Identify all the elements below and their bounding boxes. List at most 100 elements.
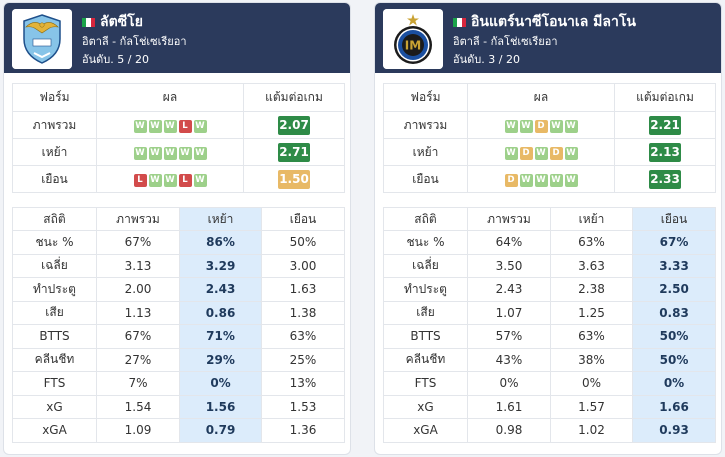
ppg-badge: 2.21 bbox=[649, 115, 681, 135]
stat-value: 57% bbox=[467, 324, 551, 349]
result-badge: W bbox=[133, 147, 147, 160]
result-badge: D bbox=[504, 174, 518, 187]
stat-value: 7% bbox=[96, 371, 180, 396]
stat-row: xGA 1.09 0.79 1.36 bbox=[12, 418, 345, 443]
form-row-label: เยือน bbox=[383, 165, 468, 193]
stat-value: 1.56 bbox=[179, 394, 262, 419]
stat-value: 0% bbox=[467, 371, 551, 396]
col-header-form: ฟอร์ม bbox=[12, 83, 97, 112]
form-row-label: ภาพรวม bbox=[12, 111, 97, 139]
stat-label: FTS bbox=[12, 371, 97, 396]
col-header-ppg: แต้มต่อเกม bbox=[243, 83, 345, 112]
svg-text:IM: IM bbox=[405, 39, 421, 53]
col-header-result: ผล bbox=[96, 83, 244, 112]
stat-value: 1.13 bbox=[96, 300, 180, 325]
col-header-overall: ภาพรวม bbox=[96, 207, 180, 231]
col-header-away: เยือน bbox=[261, 207, 345, 231]
stat-label: เฉลี่ย bbox=[12, 253, 97, 278]
stat-value: 1.07 bbox=[467, 300, 551, 325]
stat-value: 1.61 bbox=[467, 394, 551, 419]
ppg-badge: 2.71 bbox=[278, 142, 310, 162]
stat-value: 64% bbox=[467, 230, 551, 255]
stat-row: FTS 7% 0% 13% bbox=[12, 371, 345, 396]
stat-value: 25% bbox=[261, 347, 345, 372]
stat-value: 3.63 bbox=[550, 253, 633, 278]
stats-header-row: สถิติ ภาพรวม เหย้า เยือน bbox=[383, 207, 716, 231]
result-badge: W bbox=[193, 120, 207, 133]
stat-value: 3.33 bbox=[632, 253, 716, 278]
result-badge: W bbox=[193, 147, 207, 160]
stat-value: 1.09 bbox=[96, 418, 180, 443]
stat-value: 0.83 bbox=[632, 300, 716, 325]
form-row-label: เยือน bbox=[12, 165, 97, 193]
form-header-row: ฟอร์ม ผล แต้มต่อเกม bbox=[383, 83, 716, 112]
stat-row: BTTS 67% 71% 63% bbox=[12, 324, 345, 349]
result-badge: W bbox=[564, 147, 578, 160]
stat-value: 1.25 bbox=[550, 300, 633, 325]
team-rank: อันดับ. 3 / 20 bbox=[453, 53, 520, 66]
stat-row: คลีนชีท 43% 38% 50% bbox=[383, 347, 716, 372]
stats-table: สถิติ ภาพรวม เหย้า เยือน ชนะ % 67% 86% 50% เ… bbox=[12, 207, 345, 443]
col-header-home: เหย้า bbox=[550, 207, 633, 231]
team-header: IM อินแตร์นาซีโอนาเล มีลาโน อิตาลี - กัล… bbox=[375, 3, 721, 73]
result-badge: W bbox=[148, 120, 162, 133]
stat-value: 63% bbox=[550, 230, 633, 255]
stat-row: เฉลี่ย 3.13 3.29 3.00 bbox=[12, 253, 345, 278]
result-badge: W bbox=[549, 120, 563, 133]
stat-value: 50% bbox=[632, 347, 716, 372]
stat-value: 3.29 bbox=[179, 253, 262, 278]
stat-value: 50% bbox=[632, 324, 716, 349]
result-badge: W bbox=[163, 174, 177, 187]
stat-value: 63% bbox=[550, 324, 633, 349]
col-header-result: ผล bbox=[467, 83, 615, 112]
stat-value: 1.63 bbox=[261, 277, 345, 302]
stat-row: FTS 0% 0% 0% bbox=[383, 371, 716, 396]
stat-value: 67% bbox=[96, 230, 180, 255]
team-rank: อันดับ. 5 / 20 bbox=[82, 53, 149, 66]
team-card-inter: IM อินแตร์นาซีโอนาเล มีลาโน อิตาลี - กัล… bbox=[374, 2, 722, 455]
col-header-form: ฟอร์ม bbox=[383, 83, 468, 112]
stat-value: 2.38 bbox=[550, 277, 633, 302]
italy-flag-icon bbox=[82, 17, 95, 27]
result-badge: W bbox=[534, 147, 548, 160]
form-row-label: ภาพรวม bbox=[383, 111, 468, 139]
stat-row: เสีย 1.13 0.86 1.38 bbox=[12, 300, 345, 325]
inter-milan-crest-icon[interactable]: IM bbox=[383, 9, 443, 69]
stat-value: 0.93 bbox=[632, 418, 716, 443]
team-league[interactable]: อิตาลี - กัลโช่เซเรียอา bbox=[82, 35, 187, 48]
ppg-badge: 2.13 bbox=[649, 142, 681, 162]
stats-body: ชนะ % 64% 63% 67% เฉลี่ย 3.50 3.63 3.33 ทำประตู 2… bbox=[383, 230, 716, 443]
team-name-text[interactable]: ลัตซีโย bbox=[100, 14, 143, 30]
stat-value: 2.43 bbox=[179, 277, 262, 302]
result-badge: W bbox=[163, 120, 177, 133]
stat-value: 3.13 bbox=[96, 253, 180, 278]
result-badge: D bbox=[549, 147, 563, 160]
result-badge: W bbox=[564, 120, 578, 133]
team-card-lazio: ลัตซีโย อิตาลี - กัลโช่เซเรียอา อันดับ. … bbox=[3, 2, 351, 455]
col-header-home: เหย้า bbox=[179, 207, 262, 231]
result-badge: W bbox=[519, 120, 533, 133]
stat-row: BTTS 57% 63% 50% bbox=[383, 324, 716, 349]
stat-label: ทำประตู bbox=[383, 277, 468, 302]
stat-value: 1.54 bbox=[96, 394, 180, 419]
team-name-text[interactable]: อินแตร์นาซีโอนาเล มีลาโน bbox=[471, 14, 636, 30]
stat-value: 1.36 bbox=[261, 418, 345, 443]
result-badge: W bbox=[133, 120, 147, 133]
team-league[interactable]: อิตาลี - กัลโช่เซเรียอา bbox=[453, 35, 558, 48]
ppg-badge: 1.50 bbox=[278, 169, 310, 189]
stat-row: xG 1.61 1.57 1.66 bbox=[383, 394, 716, 419]
stat-value: 0% bbox=[179, 371, 262, 396]
stat-row: ชนะ % 67% 86% 50% bbox=[12, 230, 345, 255]
lazio-eagle-crest-icon[interactable] bbox=[12, 9, 72, 69]
stat-value: 67% bbox=[632, 230, 716, 255]
team-name[interactable]: อินแตร์นาซีโอนาเล มีลาโน bbox=[453, 11, 636, 33]
ppg-badge: 2.07 bbox=[278, 115, 310, 135]
stat-row: xG 1.54 1.56 1.53 bbox=[12, 394, 345, 419]
team-name[interactable]: ลัตซีโย bbox=[82, 11, 187, 33]
result-badge: W bbox=[163, 147, 177, 160]
